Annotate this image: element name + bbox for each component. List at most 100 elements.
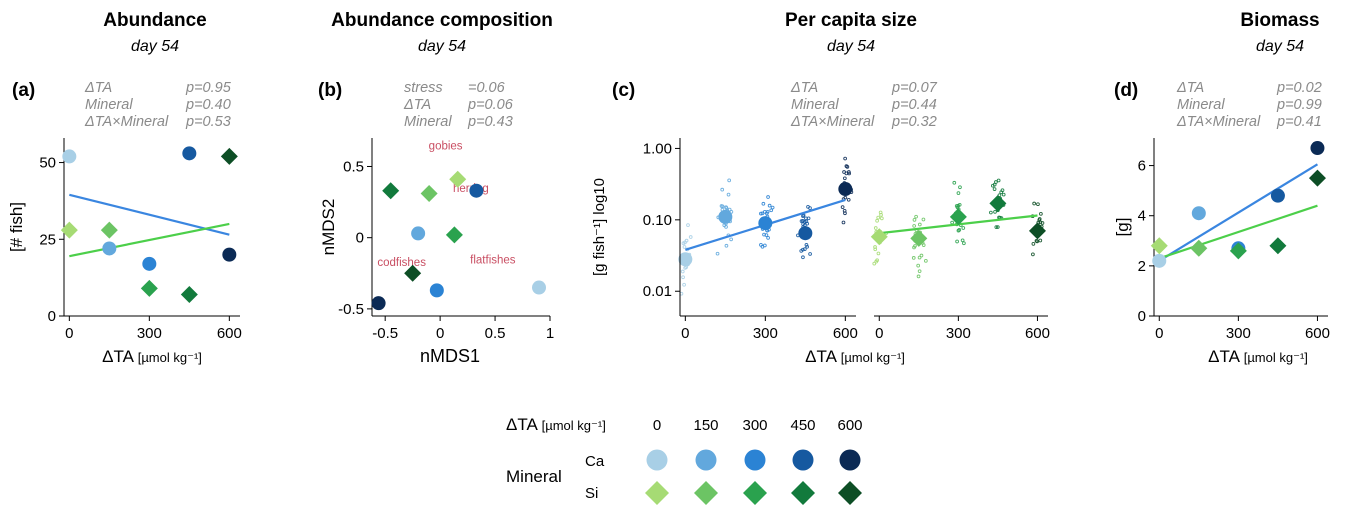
raw-point-c-ca: [805, 221, 810, 226]
x-tick-label-a: 600: [217, 325, 242, 342]
raw-point-c-ca: [842, 176, 847, 181]
panel-label-c: (c): [612, 80, 635, 101]
panel-label-a: (a): [12, 80, 35, 101]
raw-point-c-si: [876, 215, 881, 220]
x-tick-label-b: -0.5: [372, 325, 398, 342]
raw-point-c-si: [957, 227, 962, 232]
x-tick-label-c-ca: 0: [681, 325, 689, 342]
raw-point-c-si: [911, 256, 916, 260]
raw-point-c-si: [1038, 238, 1043, 243]
raw-point-c-ca: [806, 204, 810, 209]
y-tick-label-c: 0.10: [643, 212, 672, 229]
raw-point-c-si: [1032, 201, 1037, 206]
point-ca-a: [222, 247, 237, 262]
legend-mineral-ca: Ca: [585, 453, 605, 470]
raw-point-c-ca: [799, 219, 804, 224]
stat-value-a: p=0.53: [185, 114, 231, 130]
legend-ca-swatch: [744, 449, 766, 471]
raw-point-c-ca: [684, 238, 689, 243]
y-axis-label-c: [g fish⁻¹] log10: [591, 178, 608, 276]
stat-value-a: p=0.95: [185, 80, 232, 96]
stat-value-a: p=0.40: [185, 97, 231, 113]
raw-point-c-ca: [767, 203, 772, 208]
point-si-b: [420, 185, 438, 203]
x-tick-label-d: 300: [1226, 325, 1251, 342]
y-tick-label-c: 1.00: [643, 140, 672, 157]
raw-point-c-si: [874, 259, 879, 264]
point-ca-a: [182, 146, 197, 161]
fit-line-d-ca: [1158, 163, 1319, 262]
raw-point-c-si: [924, 258, 928, 263]
point-si-d: [1190, 239, 1208, 257]
raw-point-c-ca: [805, 244, 810, 249]
raw-point-c-si: [960, 238, 965, 243]
point-si-a: [100, 221, 118, 239]
raw-point-c-ca: [681, 241, 686, 246]
mean-point-c-si: [989, 194, 1007, 212]
legend-ca-swatch: [839, 449, 861, 471]
stat-term-c: Mineral: [791, 97, 839, 113]
panel-subtitle-a: day 54: [131, 38, 179, 55]
mean-point-c-si: [910, 229, 928, 247]
raw-point-c-si: [955, 239, 959, 244]
raw-point-c-ca: [680, 269, 685, 274]
stat-value-c: p=0.32: [891, 114, 937, 130]
panel-label-b: (b): [318, 80, 342, 101]
panel-subtitle-c: day 54: [827, 38, 875, 55]
raw-point-c-ca: [761, 201, 766, 206]
legend-level-label: 150: [693, 417, 718, 434]
y-tick-label-a: 50: [39, 155, 56, 172]
raw-point-c-ca: [846, 170, 851, 174]
raw-point-c-si: [873, 245, 877, 249]
stat-term-b: stress: [404, 80, 443, 96]
raw-point-c-ca: [720, 187, 725, 192]
stat-value-d: p=0.02: [1276, 80, 1322, 96]
legend-ca-swatch: [646, 449, 668, 471]
x-axis-label-a: ΔTA [µmol kg⁻¹]: [102, 347, 202, 366]
stat-term-c: ΔTA×Mineral: [790, 114, 875, 130]
y-tick-label-d: 4: [1138, 208, 1146, 225]
stat-term-b: Mineral: [404, 114, 452, 130]
point-si-a: [220, 147, 238, 165]
raw-point-c-si: [912, 224, 917, 228]
y-tick-label-b: 0: [356, 230, 364, 247]
y-tick-label-a: 25: [39, 231, 56, 248]
raw-point-c-si: [917, 222, 922, 227]
y-tick-label-c: 0.01: [643, 283, 672, 300]
raw-point-c-si: [1001, 192, 1006, 197]
raw-point-c-si: [995, 225, 1000, 229]
fit-line-a-ca: [69, 193, 230, 236]
stat-term-a: ΔTA×Mineral: [84, 114, 169, 130]
y-tick-label-d: 2: [1138, 258, 1146, 275]
raw-point-c-ca: [715, 251, 720, 256]
y-tick-label-a: 0: [48, 308, 56, 325]
raw-point-c-si: [921, 217, 926, 222]
point-ca-a: [62, 149, 77, 164]
raw-point-c-si: [879, 216, 884, 221]
raw-point-c-ca: [843, 156, 847, 161]
point-ca-b: [411, 226, 426, 241]
raw-point-c-ca: [801, 255, 805, 260]
raw-point-c-ca: [808, 252, 812, 256]
raw-point-c-si: [916, 263, 921, 268]
raw-point-c-si: [961, 226, 966, 230]
stat-value-c: p=0.07: [891, 80, 938, 96]
raw-point-c-si: [950, 220, 954, 225]
legend-level-label: 450: [790, 417, 815, 434]
x-tick-label-d: 600: [1305, 325, 1330, 342]
raw-point-c-si: [917, 269, 922, 274]
raw-point-c-ca: [681, 275, 685, 280]
raw-point-c-ca: [764, 233, 769, 237]
panel-title-d: Biomass: [1240, 10, 1319, 31]
raw-point-c-ca: [846, 197, 851, 202]
panel-title-b: Abundance composition: [331, 10, 553, 31]
point-si-d: [1229, 242, 1247, 260]
raw-point-c-ca: [802, 219, 807, 224]
raw-point-c-si: [917, 255, 922, 260]
raw-point-c-si: [1038, 220, 1043, 225]
x-axis-label-c: ΔTA [µmol kg⁻¹]: [805, 347, 905, 366]
mean-point-c-si: [949, 208, 967, 226]
legend-level-label: 300: [742, 417, 767, 434]
mean-point-c-ca: [678, 252, 693, 267]
raw-point-c-si: [872, 261, 877, 266]
